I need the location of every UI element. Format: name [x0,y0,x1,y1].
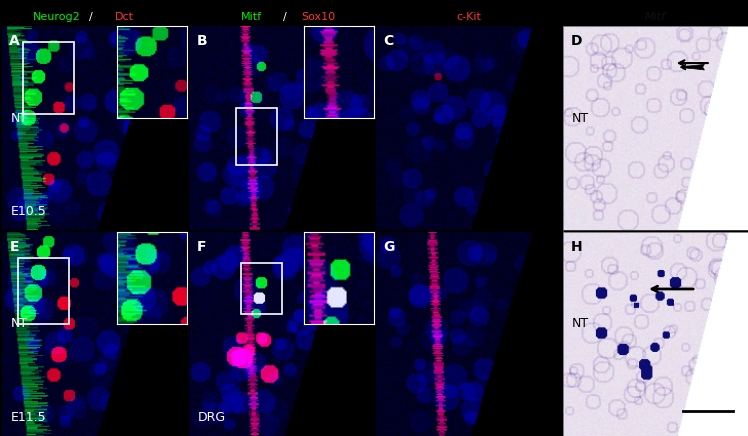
Text: H: H [571,240,582,254]
Bar [18,258,70,324]
Text: E11.5: E11.5 [11,411,47,424]
Text: Neurog2: Neurog2 [33,12,81,22]
Text: c-Kit: c-Kit [456,12,481,22]
Text: C: C [384,34,393,48]
Text: /: / [283,12,287,22]
Text: /: / [89,12,93,22]
Text: F: F [197,240,206,254]
Text: Dct: Dct [114,12,134,22]
Text: D: D [571,34,582,48]
Text: Sox10: Sox10 [301,12,336,22]
Text: NT: NT [572,112,589,125]
Text: E: E [10,240,19,254]
Text: DRG: DRG [198,411,227,424]
Text: NT: NT [572,317,589,330]
Text: B: B [197,34,207,48]
Bar [23,42,74,114]
Text: Mitf: Mitf [241,12,262,22]
Text: E10.5: E10.5 [11,205,47,218]
Text: Mitf: Mitf [645,12,666,22]
Bar [236,109,277,165]
Text: NT: NT [11,112,28,125]
Text: A: A [10,34,20,48]
Bar [241,263,282,314]
Text: G: G [384,240,395,254]
Text: NT: NT [11,317,28,330]
